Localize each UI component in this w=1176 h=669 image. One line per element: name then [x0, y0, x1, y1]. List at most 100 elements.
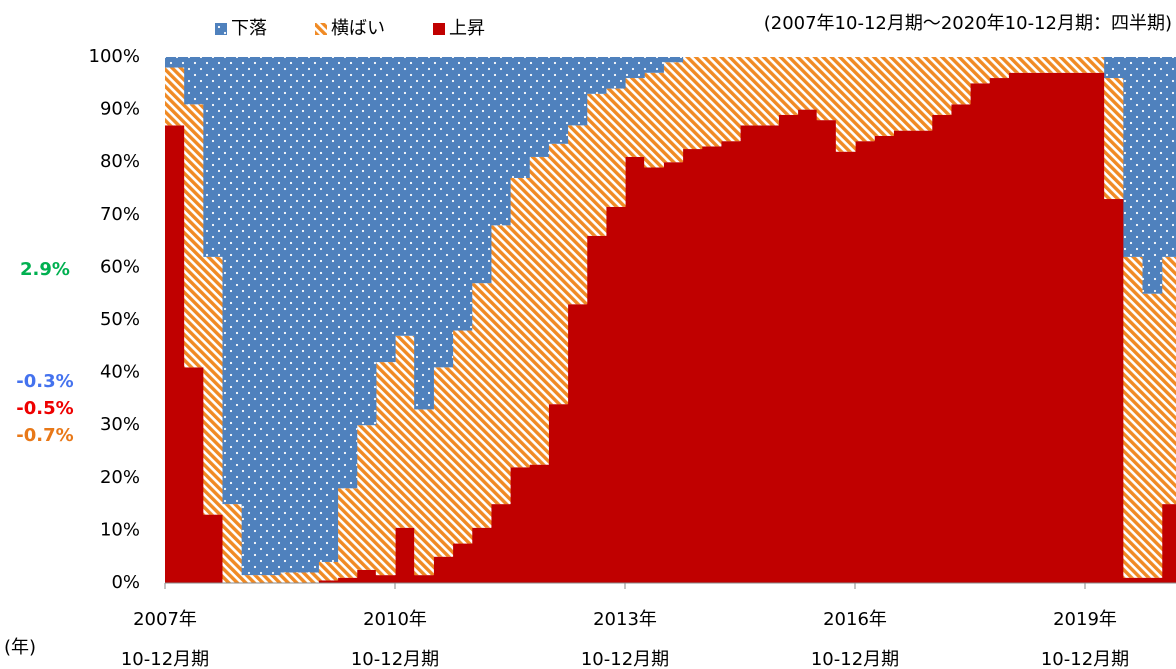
- y-tick-label: 0%: [111, 572, 140, 593]
- bar-segment: [260, 575, 281, 583]
- bar-segment: [855, 57, 875, 142]
- bar-segment: [222, 504, 243, 583]
- x-tick-period: 10-12月期: [121, 649, 209, 669]
- bar-segment: [260, 57, 281, 576]
- bar-segment: [778, 114, 799, 584]
- bar-segment: [835, 151, 856, 583]
- x-tick-label: 2019年: [1053, 609, 1117, 630]
- bar-segment: [490, 57, 511, 226]
- bar-segment: [548, 404, 569, 583]
- bar-segment: [816, 57, 837, 121]
- bar-segment: [682, 149, 703, 584]
- bar-segment: [759, 57, 779, 126]
- bar-segment: [548, 143, 569, 405]
- bar-segment: [567, 57, 588, 126]
- x-axis-label: (年): [4, 637, 36, 658]
- annotation: -0.7%: [16, 425, 73, 446]
- bar-segment: [452, 330, 473, 544]
- y-tick-label: 10%: [100, 519, 140, 540]
- bar-segment: [395, 527, 415, 583]
- bar-segment: [931, 114, 952, 584]
- x-tick-period: 10-12月期: [581, 649, 669, 669]
- bar-segment: [970, 83, 990, 584]
- x-tick-label: 2010年: [363, 609, 427, 630]
- bar-segment: [1161, 57, 1176, 257]
- x-tick-period: 10-12月期: [811, 649, 899, 669]
- bar-segment: [893, 57, 914, 131]
- bar-segment: [280, 57, 300, 573]
- bar-segment: [510, 57, 530, 178]
- bar-segment: [1161, 256, 1176, 505]
- bar-segment: [816, 120, 837, 584]
- bar-segment: [184, 367, 204, 583]
- bar-segment: [1008, 57, 1029, 73]
- y-tick-label: 90%: [100, 99, 140, 120]
- bar-segment: [414, 409, 434, 576]
- bar-segment: [1104, 199, 1124, 583]
- bar-segment: [299, 572, 319, 583]
- bar-segment: [797, 109, 818, 583]
- bar-segment: [203, 256, 224, 515]
- bar-segment: [605, 88, 626, 207]
- bar-segment: [1161, 504, 1176, 583]
- bar-segment: [452, 57, 473, 331]
- y-tick-label: 80%: [100, 151, 140, 172]
- legend-label: 横ばい: [331, 18, 385, 39]
- bar-segment: [874, 135, 894, 583]
- bar-segment: [203, 57, 224, 257]
- bar-segment: [663, 162, 684, 583]
- bar-segment: [874, 57, 894, 136]
- bar-segment: [1123, 577, 1144, 583]
- bar-segment: [1027, 72, 1048, 583]
- bar-segment: [797, 57, 818, 110]
- bar-segment: [471, 283, 492, 528]
- bar-segment: [778, 57, 799, 115]
- bar-segment: [1065, 72, 1086, 583]
- bar-segment: [490, 225, 511, 505]
- legend-label: 下落: [231, 18, 267, 39]
- bar-segment: [1046, 72, 1067, 583]
- legend-swatch: [215, 23, 227, 35]
- annotation: -0.5%: [16, 398, 73, 419]
- bar-segment: [1046, 57, 1067, 73]
- bar-segment: [625, 156, 645, 583]
- bar-segment: [1142, 577, 1163, 583]
- bar-segment: [548, 57, 569, 144]
- x-tick-label: 2013年: [593, 609, 657, 630]
- y-tick-label: 100%: [89, 46, 140, 67]
- bar-segment: [912, 57, 933, 131]
- bar-segment: [452, 543, 473, 583]
- bar-segment: [644, 57, 664, 73]
- bar-segment: [356, 569, 377, 583]
- bar-segment: [970, 57, 990, 84]
- bar-segment: [1027, 57, 1048, 73]
- bar-segment: [1123, 256, 1144, 578]
- bar-segment: [855, 141, 875, 583]
- bar-segment: [950, 57, 971, 105]
- bar-segment: [720, 57, 741, 142]
- x-tick-period: 10-12月期: [351, 649, 439, 669]
- bar-segment: [663, 57, 684, 63]
- bar-segment: [529, 57, 549, 157]
- bar-segment: [989, 57, 1009, 79]
- bar-segment: [989, 78, 1009, 583]
- y-tick-label: 60%: [100, 256, 140, 277]
- bar-segment: [375, 575, 396, 583]
- bar-segment: [337, 488, 358, 578]
- bar-segment: [529, 464, 549, 583]
- chart-subtitle: (2007年10-12月期～2020年10-12月期：四半期): [764, 13, 1172, 34]
- bar-segment: [567, 125, 588, 305]
- bar-segment: [241, 57, 262, 576]
- bar-segment: [835, 57, 856, 152]
- bar-segment: [1008, 72, 1029, 583]
- bar-segment: [375, 362, 396, 576]
- bar-segment: [222, 57, 243, 505]
- bar-segment: [759, 125, 779, 583]
- bar-segment: [318, 580, 339, 583]
- bar-segment: [644, 72, 664, 168]
- bar-segment: [1104, 78, 1124, 200]
- bar-segment: [1142, 57, 1163, 294]
- y-tick-label: 20%: [100, 467, 140, 488]
- bar-segment: [490, 504, 511, 583]
- x-tick-label: 2016年: [823, 609, 887, 630]
